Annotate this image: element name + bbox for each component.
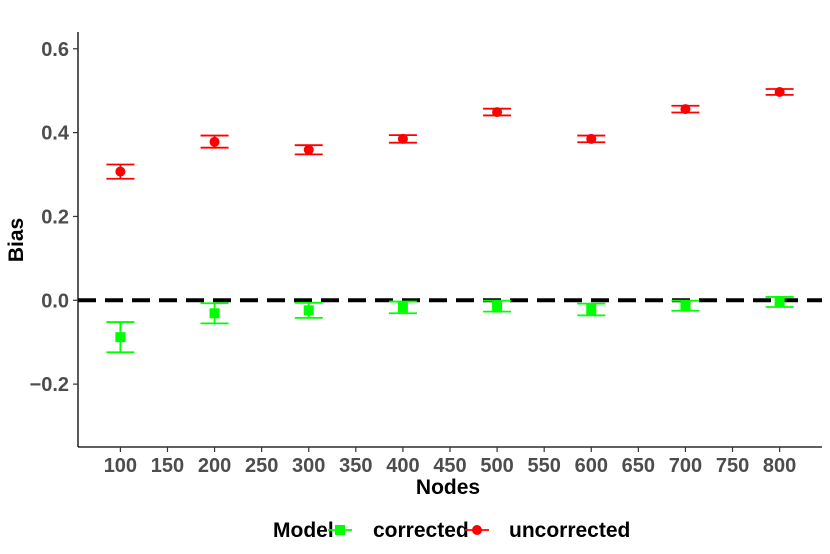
x-tick-label: 550: [527, 455, 560, 477]
uncorrected-point: [492, 107, 503, 118]
uncorrected-point: [680, 104, 691, 115]
legend-label-corrected: corrected: [373, 519, 469, 542]
x-axis-title: Nodes: [416, 476, 480, 499]
plot-area: [78, 86, 822, 354]
y-tick-label: 0.4: [41, 123, 70, 145]
uncorrected-point: [774, 86, 785, 97]
x-tick-label: 650: [622, 455, 655, 477]
uncorrected-point: [115, 166, 126, 177]
uncorrected-point: [586, 133, 597, 144]
x-tick-label: 450: [433, 455, 466, 477]
y-tick-label: 0.2: [41, 206, 69, 228]
x-tick-label: 500: [480, 455, 513, 477]
axes: −0.2 0.0 0.2 0.4 0.6 100 150 200 250 300 350 400 450…: [30, 32, 822, 477]
x-tick-label: 150: [151, 455, 184, 477]
legend-title: Model: [273, 519, 334, 542]
x-tick-label: 750: [716, 455, 749, 477]
legend-label-uncorrected: uncorrected: [509, 519, 630, 542]
legend-key-corrected-marker: [335, 525, 345, 535]
x-tick-label: 350: [339, 455, 372, 477]
y-tick-label: 0.6: [41, 39, 69, 61]
corrected-point: [492, 301, 503, 312]
corrected-point: [209, 308, 220, 319]
x-tick-label: 800: [763, 455, 796, 477]
uncorrected-point: [397, 133, 408, 144]
x-tick-label: 700: [669, 455, 702, 477]
x-tick-label: 100: [104, 455, 137, 477]
uncorrected-point: [303, 144, 314, 155]
corrected-point: [774, 296, 785, 307]
x-tick-label: 200: [198, 455, 231, 477]
corrected-point: [680, 300, 691, 311]
legend-key-uncorrected-marker: [472, 525, 482, 535]
x-tick-label: 300: [292, 455, 325, 477]
corrected-point: [303, 305, 314, 316]
y-tick-label: −0.2: [30, 374, 69, 396]
corrected-point: [397, 302, 408, 313]
corrected-point: [586, 304, 597, 315]
x-tick-label: 600: [575, 455, 608, 477]
y-tick-label: 0.0: [41, 290, 69, 312]
y-axis-title: Bias: [5, 218, 28, 262]
legend: Model corrected uncorrected: [273, 519, 630, 542]
corrected-point: [115, 332, 126, 343]
x-tick-label: 250: [245, 455, 278, 477]
uncorrected-point: [209, 136, 220, 147]
x-tick-label: 400: [386, 455, 419, 477]
